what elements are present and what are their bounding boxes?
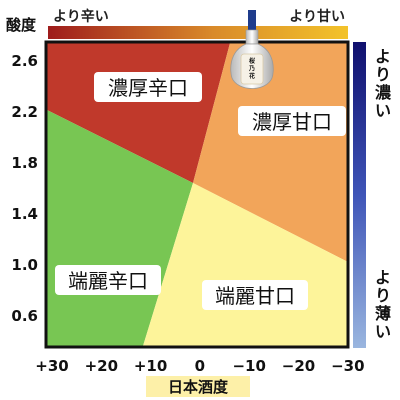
quadrant-label-rich-dry: 濃厚辛口 (108, 76, 188, 100)
y-tick-label: 1.8 (11, 154, 38, 172)
y-tick-label: 1.0 (11, 256, 38, 274)
x-axis-title: 日本酒度 (168, 378, 229, 396)
y-axis-ticks: 2.6 2.2 1.8 1.4 1.0 0.6 (11, 52, 38, 325)
x-tick-label: +20 (85, 357, 118, 375)
bottle-neck (245, 29, 259, 45)
bottle-cap (248, 10, 256, 32)
bottle-label (240, 53, 264, 85)
y-tick-label: 2.6 (11, 52, 38, 70)
y-tick-label: 2.2 (11, 103, 38, 121)
x-tick-label: −20 (282, 357, 315, 375)
right-scale-bottom-char: 薄 (375, 304, 391, 323)
quadrant-rich-sweet (193, 43, 348, 262)
y-tick-label: 1.4 (11, 205, 38, 223)
x-axis-title-highlight (146, 376, 250, 397)
x-tick-label: 0 (195, 357, 205, 375)
bottle-label-char: 桜 (249, 57, 255, 65)
label-box-light-sweet (202, 280, 308, 310)
label-box-rich-sweet (238, 106, 346, 136)
quadrant-label-light-sweet: 端麗甘口 (215, 284, 295, 308)
right-scale-top-char: り (375, 65, 391, 84)
plot-frame (44, 40, 350, 349)
x-tick-label: −10 (232, 357, 265, 375)
x-tick-label: +10 (134, 357, 167, 375)
x-tick-label: −30 (331, 357, 364, 375)
y-axis-title: 酸度 (6, 16, 37, 34)
quadrant-label-light-dry: 端麗辛口 (68, 269, 148, 293)
x-tick-label: +30 (35, 357, 68, 375)
top-scale-left-label: より辛い (53, 8, 109, 25)
right-scale-top-char: 濃 (375, 83, 392, 102)
right-scale-top-char: よ (375, 47, 391, 66)
x-axis-ticks: +30 +20 +10 0 −10 −20 −30 (35, 357, 364, 375)
right-scale-bottom-char: り (375, 286, 391, 305)
right-scale-bottom-char: よ (375, 268, 391, 287)
bottle-label-char: 花 (249, 72, 255, 80)
quadrant-label-rich-sweet: 濃厚甘口 (252, 110, 332, 134)
label-box-light-dry (55, 265, 161, 295)
sake-bottle-marker: 桜乃花 (230, 10, 274, 89)
bottle-label-text: 桜乃花 (248, 57, 255, 80)
right-scale-top-char: い (375, 101, 391, 120)
right-scale-bottom-char: い (375, 322, 391, 341)
dryness-sweetness-bar (48, 26, 348, 39)
label-box-rich-dry (94, 72, 202, 102)
richness-bar (353, 42, 366, 348)
top-scale-right-label: より甘い (289, 8, 345, 25)
bottle-label-char: 乃 (248, 66, 255, 73)
y-tick-label: 0.6 (11, 307, 38, 325)
